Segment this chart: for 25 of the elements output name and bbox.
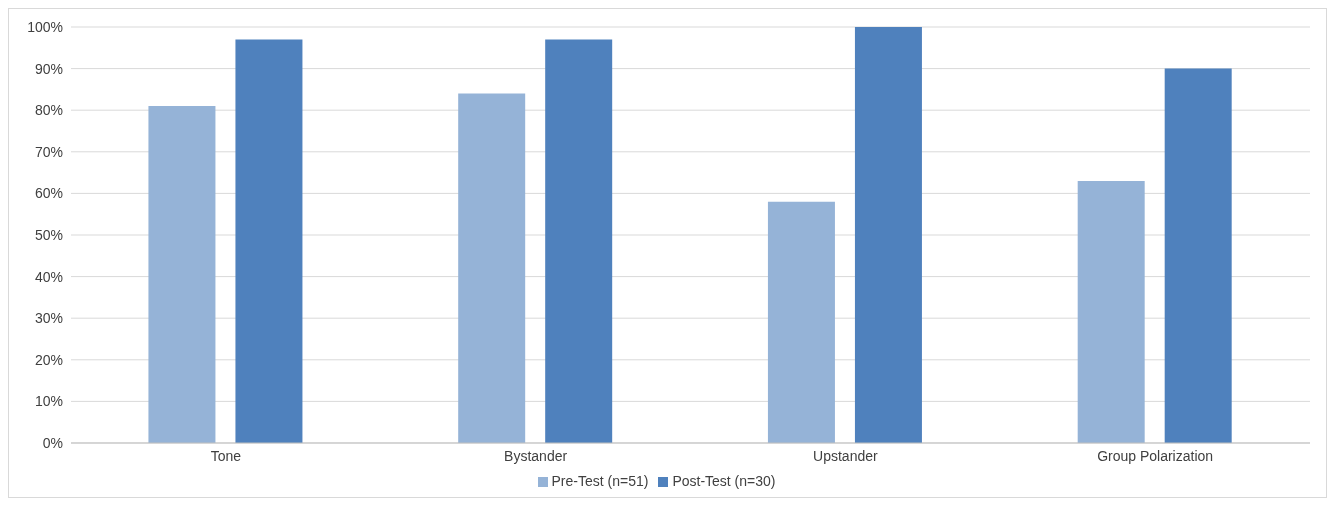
legend-label: Post-Test (n=30) [672,473,776,489]
y-tick-label: 50% [34,226,63,243]
bar [1077,180,1145,443]
x-tick-label: Bystander [504,447,568,464]
bar [235,39,303,443]
bar [545,39,613,443]
y-tick-label: 60% [34,185,63,202]
y-tick-label: 90% [34,60,63,77]
bar [458,93,526,443]
bar [1164,68,1232,443]
y-tick-label: 0% [42,434,63,451]
legend-label: Pre-Test (n=51) [551,473,649,489]
bar [767,201,835,443]
x-tick-label: Tone [210,447,242,464]
y-tick-label: 40% [34,268,63,285]
y-tick-label: 10% [34,393,63,410]
y-tick-label: 80% [34,102,63,119]
y-tick-label: 20% [34,351,63,368]
y-tick-label: 100% [27,18,63,35]
x-tick-label: Upstander [813,447,879,464]
y-tick-label: 30% [34,310,63,327]
x-tick-label: Group Polarization [1097,447,1214,464]
bar [854,27,922,443]
bar [148,106,216,443]
y-tick-label: 70% [34,143,63,160]
